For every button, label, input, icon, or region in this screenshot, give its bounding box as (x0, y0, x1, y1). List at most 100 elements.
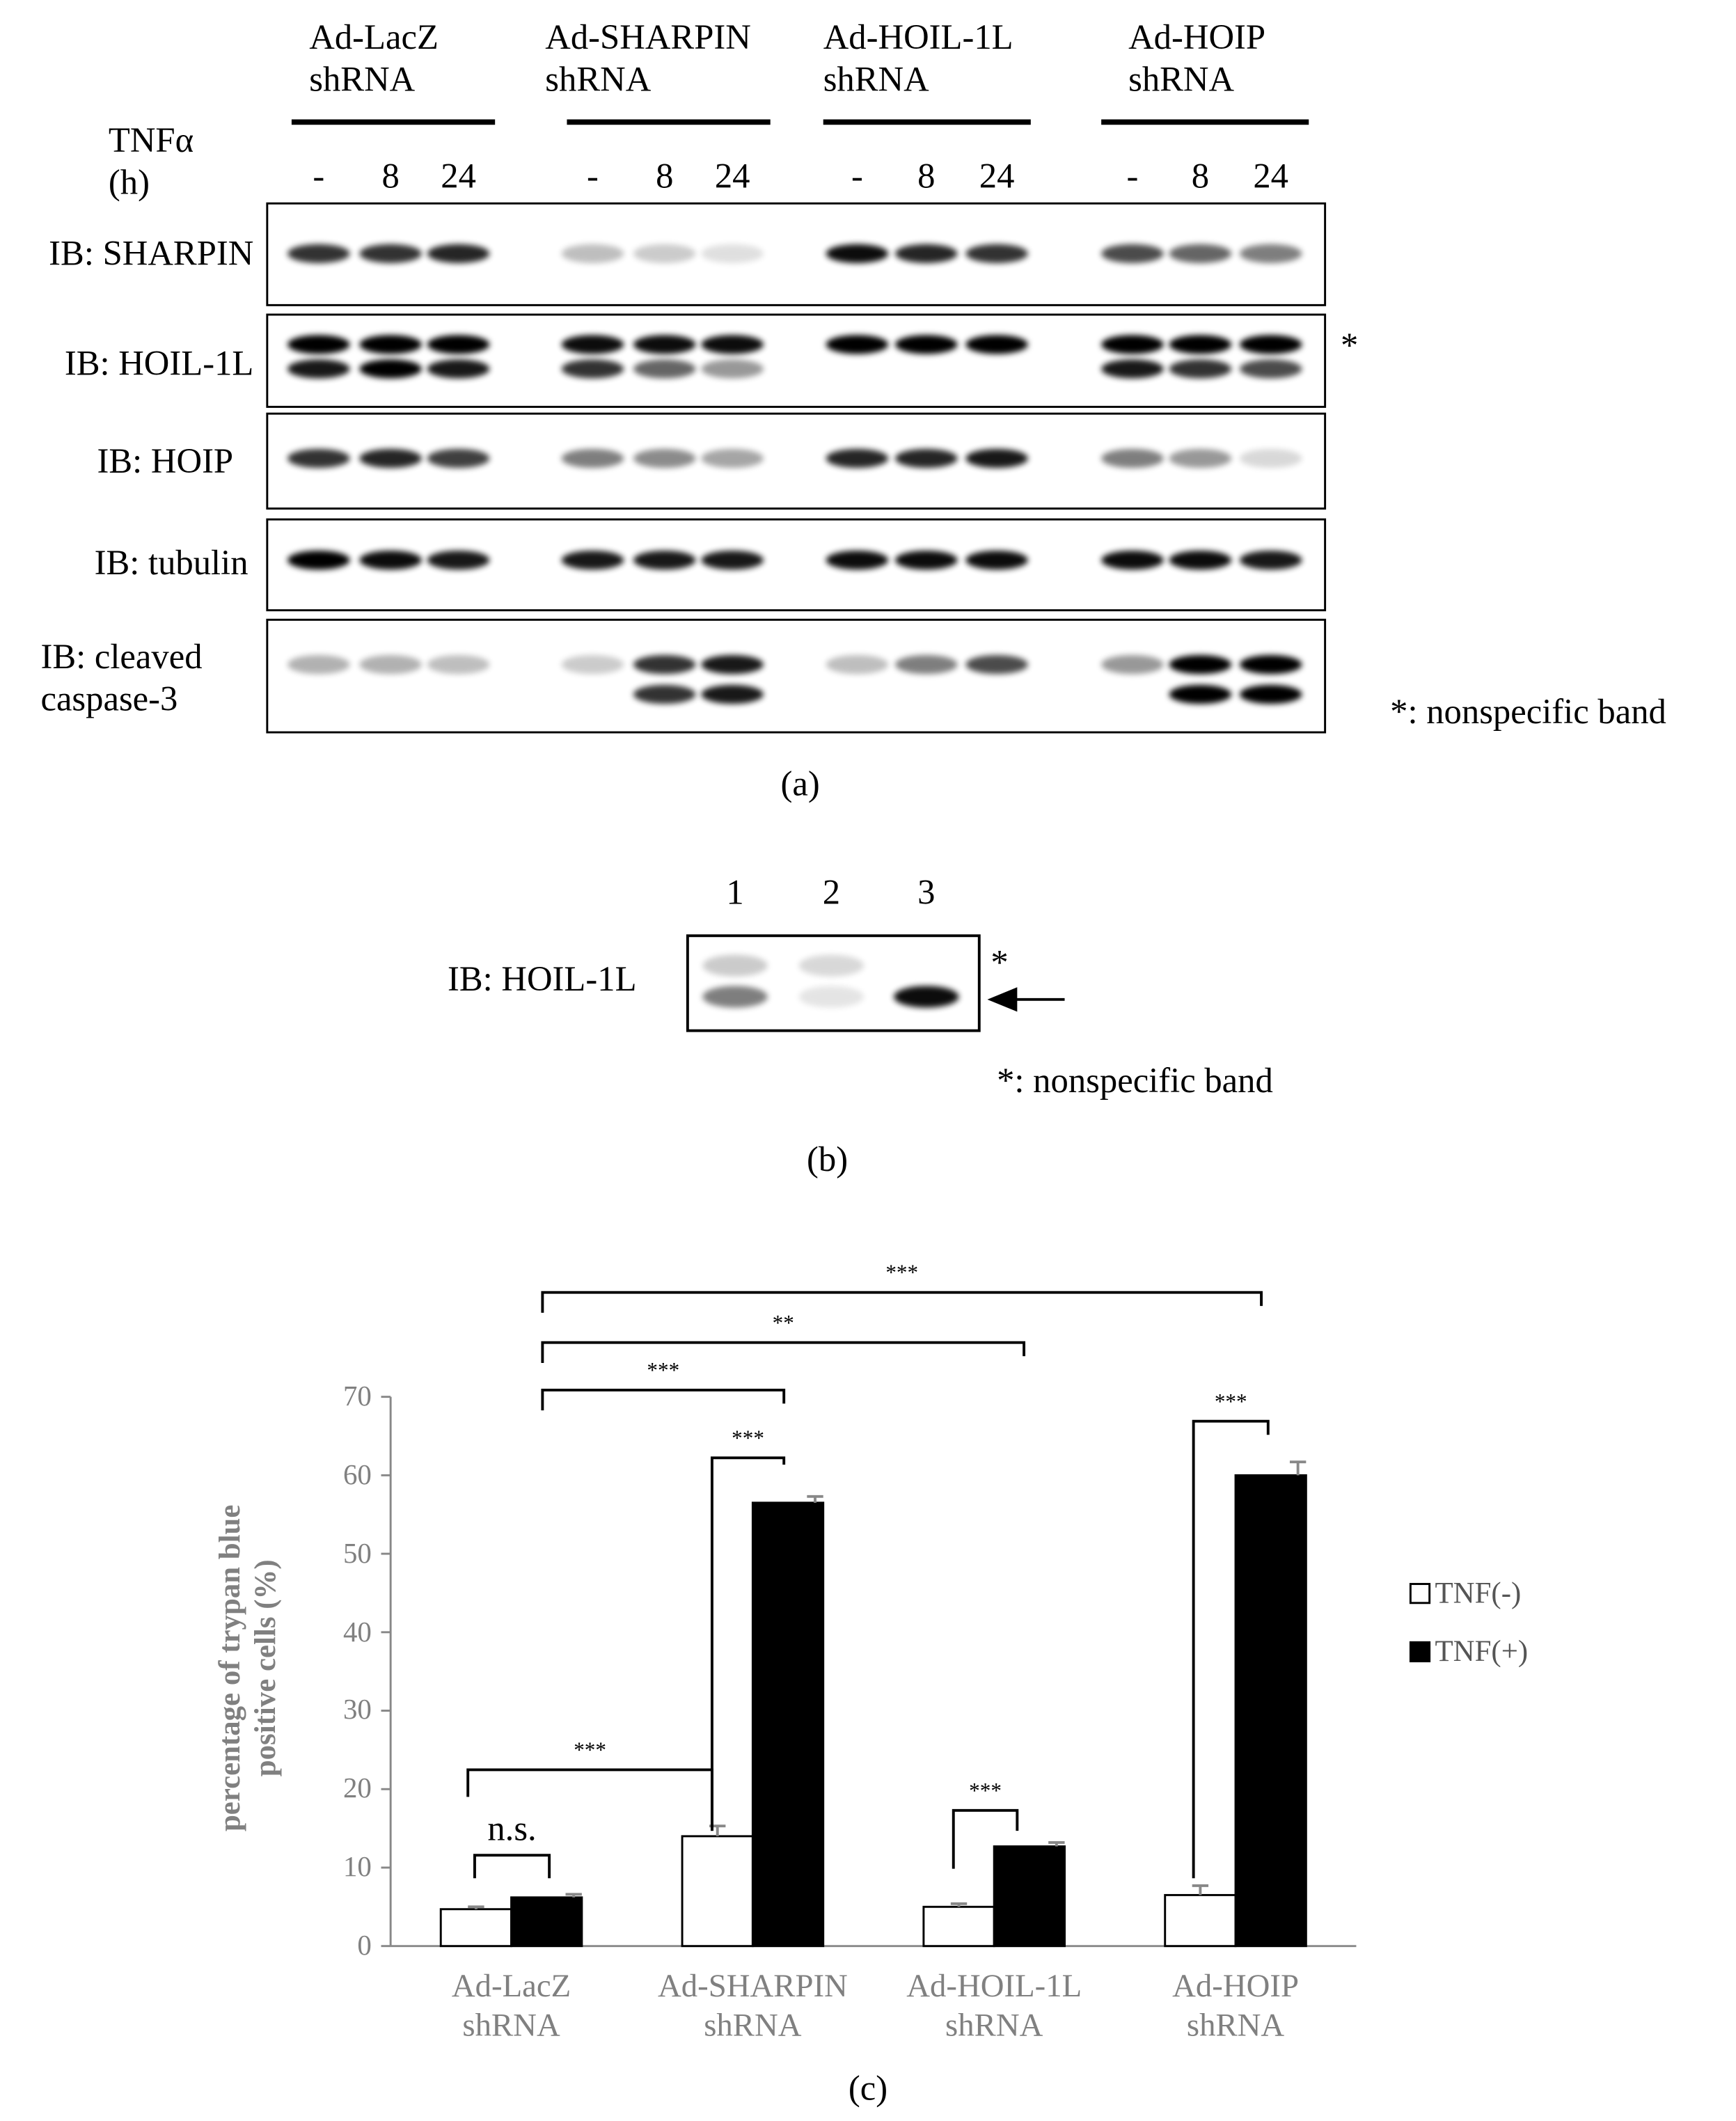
blot-frame (686, 934, 981, 1032)
significance-label: *** (647, 1359, 680, 1383)
blot-frame (266, 518, 1327, 612)
blot-band (287, 359, 350, 379)
bar (1234, 1474, 1307, 1948)
lane-label: 8 (917, 156, 936, 196)
blot-band (1169, 335, 1232, 354)
blot-band (427, 359, 490, 379)
blot-label: IB: SHARPIN (49, 233, 254, 274)
bar (751, 1501, 825, 1948)
blot-band (965, 244, 1028, 263)
error-bar (950, 1902, 968, 1907)
blot-band (798, 954, 865, 977)
lane-label: 1 (726, 872, 744, 912)
group-header: Ad-HOIP shRNA (1128, 17, 1266, 100)
y-tick-label: 20 (342, 1772, 372, 1805)
bar (439, 1908, 513, 1948)
significance-bracket (952, 1808, 1019, 1869)
legend-swatch (1409, 1641, 1431, 1663)
treatment-label: TNFα (h) (108, 120, 194, 203)
panel-label: (a) (780, 764, 820, 804)
nonspecific-marker: * (991, 943, 1009, 983)
y-tick-label: 30 (342, 1693, 372, 1726)
blot-band (1169, 244, 1232, 263)
blot-band (702, 954, 768, 977)
y-tick-label: 40 (342, 1615, 372, 1648)
blot-band (701, 359, 764, 379)
blot-band (826, 244, 889, 263)
blot-band (359, 550, 422, 570)
significance-bracket (541, 1341, 1026, 1363)
blot-band (1169, 684, 1232, 704)
panel-label: (c) (848, 2068, 888, 2108)
blot-band (1101, 550, 1164, 570)
blot-band (359, 335, 422, 354)
lane-label: 8 (1191, 156, 1210, 196)
blot-band (1239, 684, 1302, 704)
significance-bracket (1192, 1419, 1270, 1879)
bar (681, 1835, 754, 1948)
error-bar (1048, 1840, 1065, 1847)
significance-bracket (541, 1388, 786, 1411)
significance-label: *** (732, 1428, 764, 1451)
x-tick-label: Ad-LacZ shRNA (451, 1969, 571, 2044)
legend-label: TNF(+) (1435, 1634, 1529, 1668)
blot-band (359, 654, 422, 675)
blot-band (894, 244, 958, 263)
significance-bracket (473, 1854, 551, 1879)
blot-band (798, 986, 865, 1008)
blot-band (701, 654, 764, 675)
blot-band (965, 448, 1028, 468)
nonspecific-marker: * (1341, 326, 1359, 365)
blot-band (894, 335, 958, 354)
blot-band (1239, 654, 1302, 675)
y-tick-label: 10 (342, 1850, 372, 1884)
lane-label: 8 (381, 156, 400, 196)
blot-band (826, 550, 889, 570)
group-header: Ad-LacZ shRNA (309, 17, 439, 100)
group-header: Ad-HOIL-1L shRNA (823, 17, 1013, 100)
blot-band (633, 654, 696, 675)
blot-band (561, 550, 624, 570)
blot-band (965, 335, 1028, 354)
lane-label: 8 (656, 156, 674, 196)
y-axis-title: percentage of trypan blue positive cells… (212, 1504, 283, 1832)
lane-label: 2 (822, 872, 841, 912)
blot-band (1101, 244, 1164, 263)
blot-band (561, 335, 624, 354)
blot-band (894, 550, 958, 570)
footnote: *: nonspecific band (1390, 692, 1666, 732)
blot-band (561, 359, 624, 379)
significance-label: n.s. (487, 1808, 537, 1849)
blot-band (1101, 359, 1164, 379)
blot-band (1169, 550, 1232, 570)
blot-band (1239, 550, 1302, 570)
significance-label: *** (969, 1780, 1002, 1804)
bar (510, 1896, 583, 1948)
blot-band (633, 335, 696, 354)
significance-bracket (710, 1456, 786, 1831)
blot-frame (266, 313, 1327, 408)
x-tick-label: Ad-HOIP shRNA (1172, 1969, 1299, 2044)
blot-band (1239, 448, 1302, 468)
error-bar (1192, 1884, 1209, 1895)
blot-band (701, 448, 764, 468)
blot-band (427, 448, 490, 468)
blot-band (826, 448, 889, 468)
lane-label: 24 (441, 156, 476, 196)
y-tick-label: 70 (342, 1380, 372, 1412)
legend-label: TNF(-) (1435, 1575, 1522, 1610)
blot-band (359, 244, 422, 263)
blot-band (826, 335, 889, 354)
blot-band (826, 654, 889, 675)
significance-label: *** (1214, 1391, 1247, 1414)
blot-band (633, 550, 696, 570)
significance-bracket (541, 1291, 1263, 1313)
blot-band (1101, 335, 1164, 354)
y-tick-label: 60 (342, 1458, 372, 1491)
blot-band (701, 335, 764, 354)
error-bar (807, 1495, 823, 1503)
blot-frame (266, 412, 1327, 510)
blot-band (701, 550, 764, 570)
blot-label: IB: tubulin (94, 543, 248, 583)
